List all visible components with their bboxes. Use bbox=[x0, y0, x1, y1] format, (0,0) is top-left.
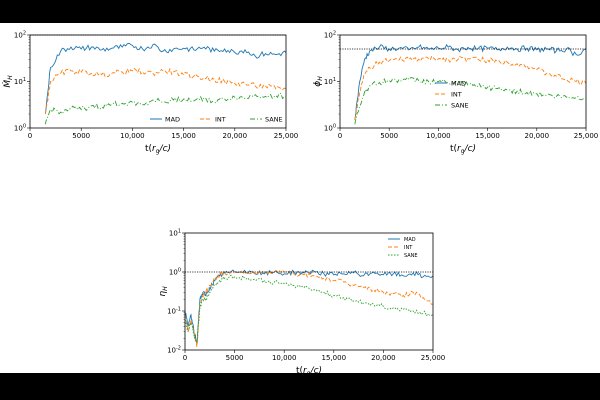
y-tick-label: 101 bbox=[169, 229, 181, 238]
y-axis-label: ηH bbox=[158, 286, 169, 297]
legend-label: INT bbox=[451, 91, 462, 99]
y-tick-label: 10-1 bbox=[167, 307, 181, 316]
figure-canvas: 0 5000 10,000 15,000 20,000 25,000 100 101 102 t(… bbox=[0, 23, 600, 378]
series-line-sane bbox=[184, 274, 434, 344]
chart-panel-1: 0 5000 10,000 15,000 20,000 25,000 100 101 102 t(… bbox=[2, 31, 298, 156]
y-tick-label: 102 bbox=[324, 31, 336, 40]
x-tick-label: 15,000 bbox=[322, 354, 347, 362]
x-tick-label: 25,000 bbox=[574, 132, 599, 140]
x-tick-label: 15,000 bbox=[171, 132, 196, 140]
y-tick-label: 100 bbox=[169, 268, 181, 277]
x-tick-label: 5000 bbox=[72, 132, 90, 140]
y-tick-label: 10-2 bbox=[167, 346, 181, 355]
legend-label: MAD bbox=[165, 116, 180, 124]
legend-label: MAD bbox=[404, 237, 416, 243]
x-tick-label: 25,000 bbox=[274, 132, 299, 140]
series-line-mad bbox=[354, 43, 587, 120]
x-tick-label: 10,000 bbox=[272, 354, 297, 362]
series-line-int bbox=[184, 269, 434, 347]
x-tick-label: 5000 bbox=[226, 354, 244, 362]
chart-panel-2: 0 5000 10,000 15,000 20,000 25,000 100 101 102 t(… bbox=[313, 31, 598, 156]
legend-label: SANE bbox=[451, 102, 469, 110]
x-tick-label: 0 bbox=[338, 132, 342, 140]
x-tick-label: 20,000 bbox=[371, 354, 396, 362]
y-tick-label: 101 bbox=[14, 77, 26, 86]
legend: MAD INT SANE bbox=[435, 80, 469, 110]
x-tick-label: 5000 bbox=[380, 132, 398, 140]
x-axis-label: t(rg/c) bbox=[296, 366, 322, 373]
x-tick-label: 20,000 bbox=[525, 132, 550, 140]
y-tick-label: 102 bbox=[14, 31, 26, 40]
series-line-int bbox=[354, 55, 587, 120]
x-axis-label: t(rg/c) bbox=[145, 144, 171, 155]
axes-frame bbox=[184, 232, 434, 351]
y-tick-label: 101 bbox=[324, 77, 336, 86]
x-tick-label: 10,000 bbox=[426, 132, 451, 140]
legend: MAD INT SANE bbox=[150, 116, 283, 124]
series-line-int bbox=[44, 67, 287, 115]
x-tick-label: 0 bbox=[28, 132, 32, 140]
y-axis-label: ṀH bbox=[2, 75, 14, 88]
x-tick-label: 25,000 bbox=[421, 354, 446, 362]
legend-label: INT bbox=[404, 245, 413, 251]
figure-svg: 0 5000 10,000 15,000 20,000 25,000 100 101 102 t(… bbox=[2, 31, 598, 378]
legend-label: SANE bbox=[265, 116, 283, 124]
legend-label: MAD bbox=[451, 80, 466, 88]
y-tick-label: 100 bbox=[14, 124, 26, 133]
legend-label: SANE bbox=[404, 253, 418, 259]
x-axis-label: t(rg/c) bbox=[450, 144, 476, 155]
x-tick-label: 15,000 bbox=[475, 132, 500, 140]
plot-area bbox=[340, 35, 586, 128]
series-line-sane bbox=[354, 76, 587, 125]
chart-panel-3: 0 5000 10,000 15,000 20,000 25,000 10-2 10-1 100… bbox=[158, 229, 446, 378]
legend: MAD INT SANE bbox=[388, 237, 418, 259]
legend-label: INT bbox=[215, 116, 226, 124]
series-line-sane bbox=[44, 92, 287, 125]
x-tick-label: 10,000 bbox=[120, 132, 145, 140]
plot-area bbox=[30, 35, 286, 128]
x-tick-label: 20,000 bbox=[223, 132, 248, 140]
plot-area bbox=[185, 233, 433, 350]
x-tick-label: 0 bbox=[183, 354, 187, 362]
y-axis-label: ϕH bbox=[313, 76, 324, 87]
y-tick-label: 100 bbox=[324, 124, 336, 133]
series-line-mad bbox=[44, 42, 287, 115]
